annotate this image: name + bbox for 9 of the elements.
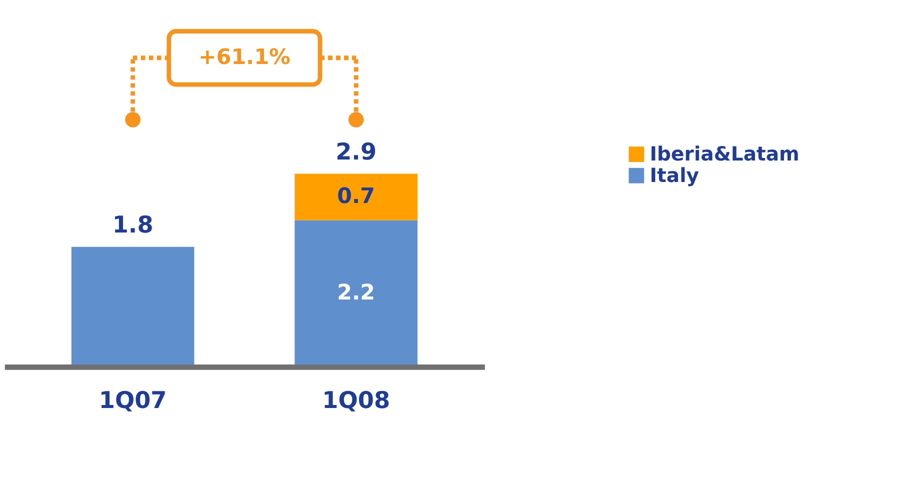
x-tick-label: 1Q08 — [322, 388, 390, 414]
data-label: 2.2 — [337, 280, 375, 306]
legend-label: Iberia&Latam — [650, 142, 800, 166]
text: +61.1% — [198, 45, 290, 70]
total-label: 2.9 — [336, 139, 377, 166]
x-tick-label: 1Q07 — [98, 388, 167, 414]
total-label: 1.8 — [112, 212, 154, 239]
legend-label: Italy — [650, 164, 700, 187]
data-label: 0.7 — [337, 184, 375, 210]
